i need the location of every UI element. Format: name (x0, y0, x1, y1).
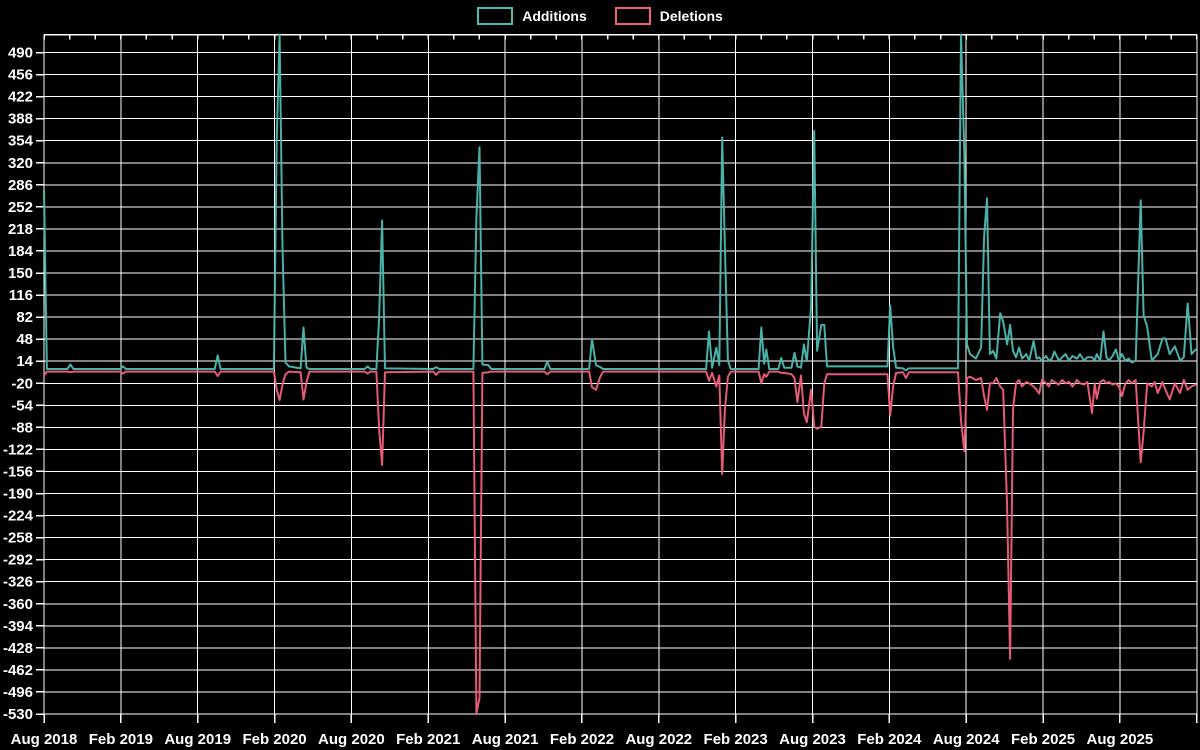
y-tick-label: 252 (8, 199, 33, 216)
y-tick-label: 286 (8, 177, 33, 194)
deletions-line (43, 370, 1197, 715)
y-tick-label: -156 (3, 463, 33, 480)
y-tick-label: -258 (3, 530, 33, 547)
y-tick-label: 150 (8, 265, 33, 282)
x-tick-label: Feb 2020 (242, 731, 306, 748)
y-tick-label: 422 (8, 89, 33, 106)
legend-label-deletions: Deletions (659, 8, 723, 24)
y-tick-label: -326 (3, 574, 33, 591)
y-axis-labels: 490 456 422 388 354 320 286 252 218 184 150 116 82 48… (3, 45, 34, 723)
x-tick-label: Aug 2023 (779, 731, 846, 748)
y-tick-label: 48 (16, 331, 33, 348)
y-gridlines (36, 51, 1197, 715)
y-tick-label: 14 (16, 353, 33, 370)
y-tick-label: -224 (3, 508, 34, 525)
top-axis (43, 33, 1198, 40)
y-tick-label: -530 (3, 706, 33, 723)
y-tick-label: -88 (11, 419, 33, 436)
x-tick-label: Feb 2019 (89, 731, 153, 748)
chart-legend: Additions Deletions (0, 7, 1200, 25)
additions-swatch-icon (477, 7, 514, 25)
x-tick-label: Aug 2022 (625, 731, 692, 748)
y-tick-label: 184 (8, 243, 34, 260)
x-tick-label: Feb 2021 (396, 731, 460, 748)
y-tick-label: -360 (3, 596, 33, 613)
y-tick-label: -496 (3, 684, 33, 701)
y-tick-label: 116 (9, 287, 33, 304)
deletions-swatch-icon (614, 7, 651, 25)
additions-line (43, 33, 1197, 372)
y-tick-label: -394 (3, 618, 34, 635)
x-gridlines (43, 34, 1198, 724)
x-tick-label: Aug 2018 (11, 731, 78, 748)
legend-item-deletions[interactable]: Deletions (614, 7, 723, 25)
x-tick-label: Feb 2025 (1011, 731, 1075, 748)
x-tick-label: Aug 2024 (933, 731, 1000, 748)
x-tick-label: Feb 2023 (704, 731, 768, 748)
x-tick-label: Aug 2025 (1087, 731, 1154, 748)
x-tick-label: Feb 2024 (857, 731, 922, 748)
x-axis-labels: Aug 2018 Feb 2019 Aug 2019 Feb 2020 Aug 2020… (11, 731, 1154, 748)
x-tick-label: Aug 2019 (164, 731, 231, 748)
x-tick-label: Feb 2022 (550, 731, 614, 748)
y-tick-label: -190 (3, 486, 33, 503)
y-tick-label: 490 (8, 45, 33, 62)
y-tick-label: -462 (3, 662, 33, 679)
y-tick-label: -20 (11, 375, 33, 392)
y-tick-label: 82 (16, 309, 33, 326)
y-tick-label: -54 (11, 397, 33, 414)
x-tick-label: Aug 2020 (318, 731, 385, 748)
legend-label-additions: Additions (522, 8, 587, 24)
y-tick-label: 354 (8, 133, 34, 150)
y-tick-label: -122 (3, 441, 33, 458)
y-tick-label: -428 (3, 640, 33, 657)
legend-item-additions[interactable]: Additions (477, 7, 587, 25)
y-tick-label: 456 (8, 67, 33, 84)
y-tick-label: 388 (8, 111, 33, 128)
y-tick-label: -292 (3, 552, 33, 569)
x-tick-label: Aug 2021 (472, 731, 539, 748)
y-tick-label: 320 (8, 155, 33, 172)
y-tick-label: 218 (8, 221, 33, 238)
